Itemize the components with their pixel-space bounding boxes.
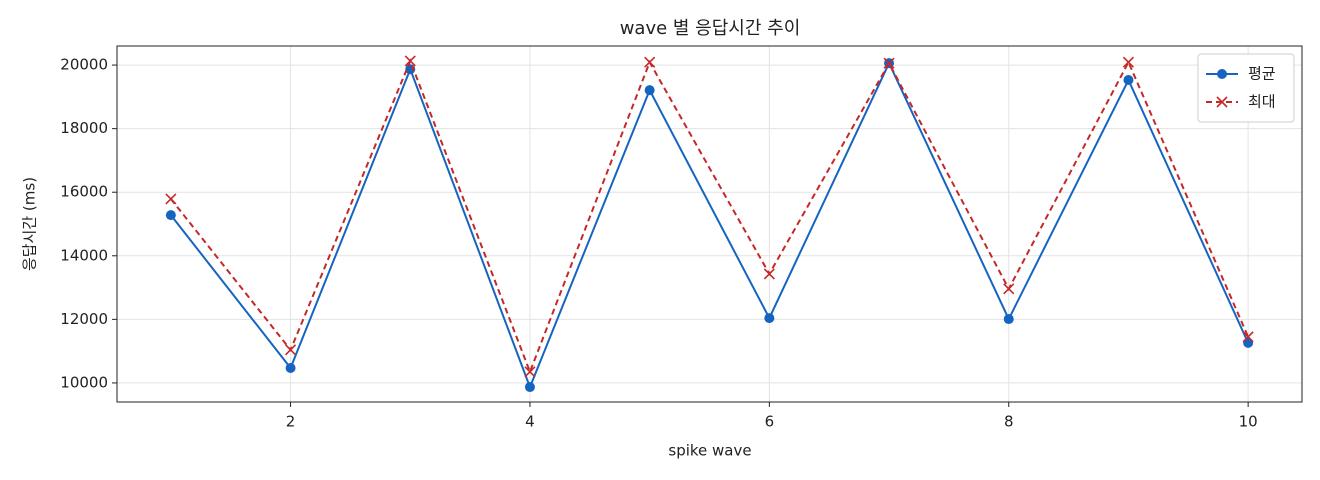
- data-point: [883, 57, 895, 69]
- y-tick-label: 16000: [60, 183, 108, 201]
- legend-marker: [1217, 69, 1227, 79]
- data-point: [524, 382, 535, 393]
- legend-label: 최대: [1248, 93, 1276, 111]
- y-tick-label: 14000: [60, 246, 108, 264]
- data-point: [1122, 56, 1135, 68]
- legend-box: [1197, 53, 1295, 123]
- series-line: [170, 58, 1250, 375]
- x-tick-label: 6: [765, 413, 775, 431]
- y-axis-label: 응답시간 (ms): [21, 177, 39, 271]
- data-point: [764, 313, 775, 324]
- data-point: [165, 193, 177, 205]
- x-tick-label: 2: [286, 413, 296, 431]
- legend-marker: [1216, 96, 1228, 108]
- data-point: [404, 55, 416, 67]
- plot-frame: [116, 45, 1303, 403]
- data-point: [644, 56, 656, 68]
- x-tick-label: 8: [1004, 413, 1014, 431]
- data-point: [1003, 283, 1015, 295]
- y-tick-label: 10000: [60, 373, 108, 391]
- legend-label: 평균: [1248, 65, 1276, 83]
- x-axis-label: spike wave: [668, 442, 751, 460]
- data-point: [165, 210, 176, 221]
- series-line: [170, 60, 1250, 390]
- x-tick-label: 10: [1239, 413, 1258, 431]
- y-tick-label: 12000: [60, 310, 108, 328]
- data-point: [763, 268, 775, 280]
- y-tick-label: 18000: [60, 119, 108, 137]
- y-tick-label: 20000: [60, 56, 108, 74]
- data-point: [1242, 331, 1254, 343]
- data-point: [644, 85, 655, 96]
- data-point: [1123, 75, 1134, 86]
- x-tick-label: 4: [525, 413, 535, 431]
- data-point: [524, 366, 536, 378]
- data-point: [1003, 314, 1014, 325]
- chart-title: wave 별 응답시간 추이: [620, 18, 801, 39]
- data-point: [284, 344, 297, 356]
- data-point: [285, 362, 296, 373]
